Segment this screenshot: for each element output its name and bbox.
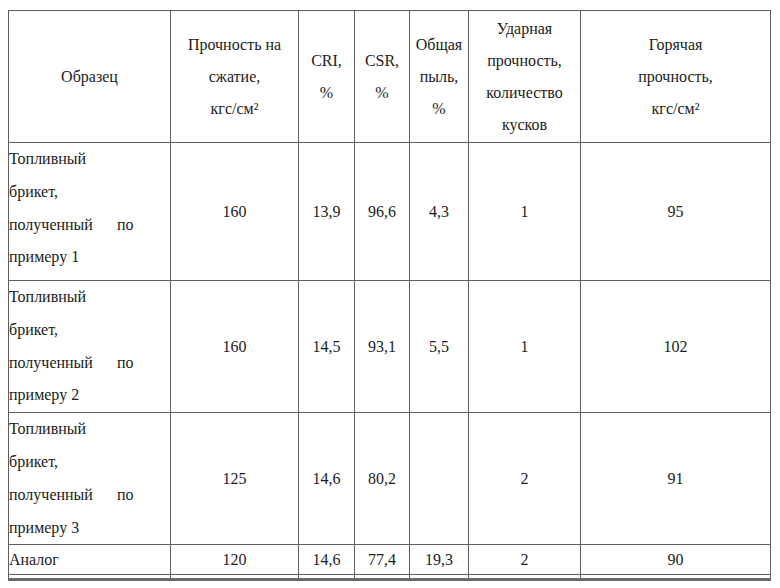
total-dust-value: 19,3 [410,545,469,575]
compressive-strength-value: 160 [171,281,299,413]
col-header-compressive-strength: Прочность на сжатие, кгс/см² [171,11,299,143]
col-header-hot-strength: Горячая прочность, кгс/см² [581,11,771,143]
cri-value: 14,6 [299,413,355,545]
total-dust-value: 4,3 [410,143,469,281]
impact-strength-value: 2 [469,413,581,545]
spacer-cell [299,575,355,580]
compressive-strength-value: 125 [171,413,299,545]
hot-strength-value: 95 [581,143,771,281]
impact-strength-value: 1 [469,143,581,281]
col-header-sample: Образец [9,11,171,143]
spacer-cell [9,575,171,580]
col-header-impact-strength: Ударная прочность, количество кусков [469,11,581,143]
sample-name-cell: Топливный брикет, полученный по примеру … [9,281,171,413]
col-header-csr: CSR, % [355,11,410,143]
sample-name-cell: Топливный брикет, полученный по примеру … [9,413,171,545]
spacer-cell [410,575,469,580]
table-row-analog: Аналог 120 14,6 77,4 19,3 2 90 [9,545,771,575]
spacer-cell [581,575,771,580]
compressive-strength-value: 160 [171,143,299,281]
hot-strength-value: 102 [581,281,771,413]
table-header-row: Образец Прочность на сжатие, кгс/см² CRI… [9,11,771,143]
col-header-total-dust: Общая пыль, % [410,11,469,143]
cri-value: 13,9 [299,143,355,281]
csr-value: 80,2 [355,413,410,545]
hot-strength-value: 91 [581,413,771,545]
document-page: Образец Прочность на сжатие, кгс/см² CRI… [0,0,780,588]
fuel-briquette-results-table: Образец Прочность на сжатие, кгс/см² CRI… [8,10,771,581]
total-dust-value [410,413,469,545]
sample-name-cell: Аналог [9,545,171,575]
cri-value: 14,5 [299,281,355,413]
csr-value: 93,1 [355,281,410,413]
table-row-example-2: Топливный брикет, полученный по примеру … [9,281,771,413]
table-row-example-1: Топливный брикет, полученный по примеру … [9,143,771,281]
table-row-example-3: Топливный брикет, полученный по примеру … [9,413,771,545]
csr-value: 77,4 [355,545,410,575]
spacer-cell [469,575,581,580]
compressive-strength-value: 120 [171,545,299,575]
csr-value: 96,6 [355,143,410,281]
spacer-cell [171,575,299,580]
impact-strength-value: 2 [469,545,581,575]
table-row-spacer [9,575,771,580]
impact-strength-value: 1 [469,281,581,413]
total-dust-value: 5,5 [410,281,469,413]
cri-value: 14,6 [299,545,355,575]
col-header-cri: CRI, % [299,11,355,143]
sample-name-cell: Топливный брикет, полученный по примеру … [9,143,171,281]
hot-strength-value: 90 [581,545,771,575]
spacer-cell [355,575,410,580]
